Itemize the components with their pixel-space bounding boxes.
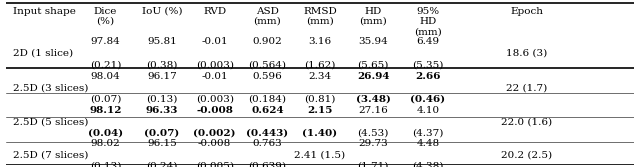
Text: 29.73: 29.73 — [358, 139, 388, 148]
Text: 18.6 (3): 18.6 (3) — [506, 49, 548, 58]
Text: -0.008: -0.008 — [196, 106, 233, 115]
Text: (0.07): (0.07) — [90, 95, 121, 104]
Text: (0.46): (0.46) — [410, 95, 445, 104]
Text: (0.13): (0.13) — [147, 95, 178, 104]
Text: (1.62): (1.62) — [304, 60, 336, 69]
Text: (0.07): (0.07) — [145, 129, 180, 138]
Text: 35.94: 35.94 — [358, 37, 388, 46]
Text: 27.16: 27.16 — [358, 106, 388, 115]
Text: 26.94: 26.94 — [357, 72, 390, 81]
Text: (0.003): (0.003) — [196, 95, 234, 104]
Text: 2.34: 2.34 — [308, 72, 332, 81]
Text: ASD
(mm): ASD (mm) — [253, 7, 281, 26]
Text: 98.04: 98.04 — [91, 72, 120, 81]
Text: 22 (1.7): 22 (1.7) — [506, 83, 548, 92]
Text: 2D (1 slice): 2D (1 slice) — [13, 49, 73, 58]
Text: 95%
HD
(mm): 95% HD (mm) — [414, 7, 442, 36]
Text: 2.5D (3 slices): 2.5D (3 slices) — [13, 83, 88, 92]
Text: (0.21): (0.21) — [90, 60, 121, 69]
Text: 3.16: 3.16 — [308, 37, 332, 46]
Text: 0.624: 0.624 — [251, 106, 284, 115]
Text: 96.17: 96.17 — [147, 72, 177, 81]
Text: 96.33: 96.33 — [146, 106, 178, 115]
Text: Epoch: Epoch — [511, 7, 543, 16]
Text: 0.596: 0.596 — [252, 72, 282, 81]
Text: 95.81: 95.81 — [147, 37, 177, 46]
Text: (3.48): (3.48) — [356, 95, 391, 104]
Text: 22.0 (1.6): 22.0 (1.6) — [501, 117, 552, 126]
Text: Dice
(%): Dice (%) — [94, 7, 117, 26]
Text: (0.13): (0.13) — [90, 162, 121, 167]
Text: HD
(mm): HD (mm) — [360, 7, 387, 26]
Text: RMSD
(mm): RMSD (mm) — [303, 7, 337, 26]
Text: 98.12: 98.12 — [89, 106, 122, 115]
Text: RVD: RVD — [203, 7, 226, 16]
Text: (5.35): (5.35) — [412, 60, 444, 69]
Text: (0.184): (0.184) — [248, 95, 286, 104]
Text: -0.01: -0.01 — [202, 72, 228, 81]
Text: 4.10: 4.10 — [416, 106, 440, 115]
Text: Input shape: Input shape — [13, 7, 76, 16]
Text: 20.2 (2.5): 20.2 (2.5) — [501, 150, 552, 159]
Text: (0.04): (0.04) — [88, 129, 123, 138]
Text: (0.005): (0.005) — [196, 162, 234, 167]
Text: (4.37): (4.37) — [412, 129, 444, 138]
Text: 2.15: 2.15 — [307, 106, 333, 115]
Text: (0.639): (0.639) — [248, 162, 286, 167]
Text: -0.008: -0.008 — [198, 139, 231, 148]
Text: (0.38): (0.38) — [147, 60, 178, 69]
Text: 2.5D (7 slices): 2.5D (7 slices) — [13, 150, 88, 159]
Text: -0.01: -0.01 — [202, 37, 228, 46]
Text: (0.443): (0.443) — [246, 129, 289, 138]
Text: (1.71): (1.71) — [358, 162, 389, 167]
Text: IoU (%): IoU (%) — [141, 7, 182, 16]
Text: (4.53): (4.53) — [358, 129, 389, 138]
Text: 98.02: 98.02 — [91, 139, 120, 148]
Text: (0.564): (0.564) — [248, 60, 286, 69]
Text: (0.81): (0.81) — [304, 95, 336, 104]
Text: (4.38): (4.38) — [412, 162, 444, 167]
Text: (0.24): (0.24) — [147, 162, 178, 167]
Text: 2.41 (1.5): 2.41 (1.5) — [294, 150, 346, 159]
Text: 97.84: 97.84 — [91, 37, 120, 46]
Text: (1.40): (1.40) — [303, 129, 337, 138]
Text: 0.902: 0.902 — [252, 37, 282, 46]
Text: (0.002): (0.002) — [193, 129, 236, 138]
Text: 4.48: 4.48 — [416, 139, 440, 148]
Text: (5.65): (5.65) — [358, 60, 389, 69]
Text: 2.5D (5 slices): 2.5D (5 slices) — [13, 117, 88, 126]
Text: 96.15: 96.15 — [147, 139, 177, 148]
Text: 0.763: 0.763 — [252, 139, 282, 148]
Text: (0.003): (0.003) — [196, 60, 234, 69]
Text: 6.49: 6.49 — [416, 37, 440, 46]
Text: 2.66: 2.66 — [415, 72, 440, 81]
